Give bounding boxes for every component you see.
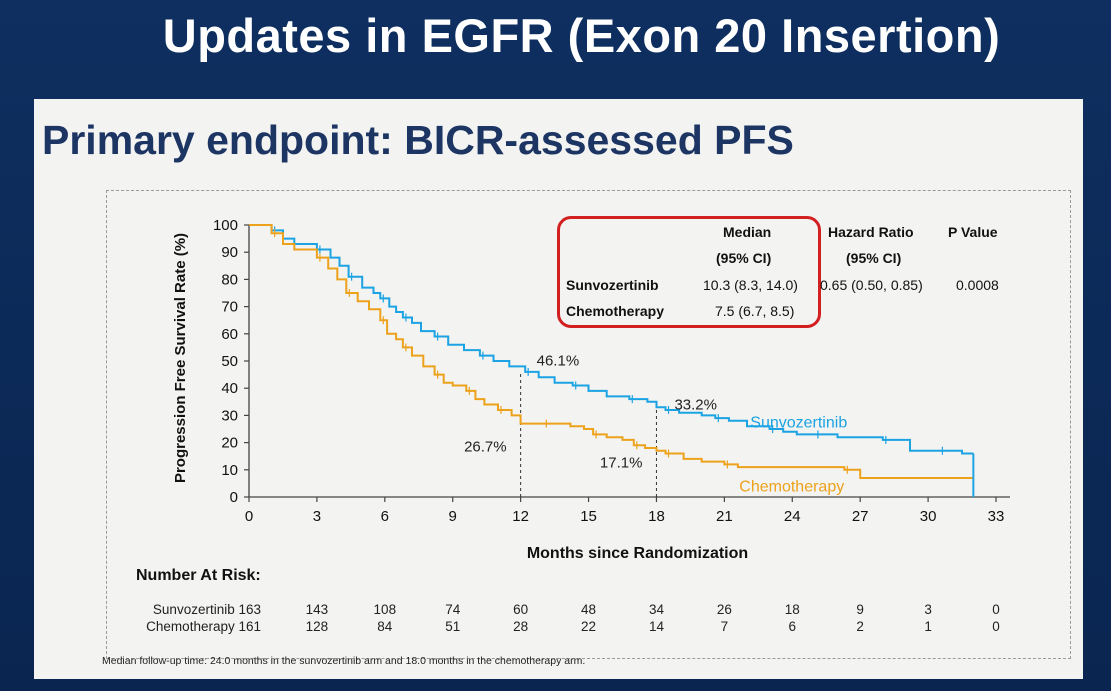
series-label: Chemotherapy <box>739 479 844 496</box>
risk-row-label: Chemotherapy 161 <box>146 619 261 634</box>
km-chart: 0 3 6 9 12 15 18 21 24 27 30 33 0 10 20 30 40 50 60 70 80 90 1… <box>172 217 1010 562</box>
y-tick-label: 40 <box>221 380 238 397</box>
x-tick-label: 27 <box>852 508 869 525</box>
risk-cell: 1 <box>924 619 932 634</box>
risk-cell: 108 <box>373 602 397 617</box>
x-tick-label: 3 <box>313 508 321 525</box>
hazard-ratio-ci-header: (95% CI) <box>846 250 902 266</box>
y-tick-label: 70 <box>221 299 238 316</box>
x-tick-label: 30 <box>920 508 937 525</box>
table-row-median: 10.3 (8.3, 14.0) <box>703 277 798 293</box>
table-row-arm: Chemotherapy <box>566 303 665 319</box>
risk-cell: 22 <box>581 619 597 634</box>
landmark-annotation: 26.7% <box>464 438 507 455</box>
median-highlight-box <box>557 216 821 328</box>
y-tick-label: 100 <box>213 217 238 234</box>
slide-panel: Primary endpoint: BICR-assessed PFS 0 3 6 9… <box>34 99 1083 679</box>
x-axis-label: Months since Randomization <box>527 545 748 562</box>
p-value-header: P Value <box>948 224 998 240</box>
y-axis-label: Progression Free Survival Rate (%) <box>172 233 189 483</box>
landmark-annotation: 46.1% <box>537 353 580 370</box>
y-tick-label: 60 <box>221 326 238 343</box>
risk-cell: 2 <box>856 619 864 634</box>
number-at-risk-title: Number At Risk: <box>136 567 261 584</box>
risk-row-label: Sunvozertinib 163 <box>152 602 261 617</box>
risk-cell: 7 <box>720 619 729 634</box>
table-row-arm: Sunvozertinib <box>566 277 659 293</box>
y-tick-label: 80 <box>221 271 238 288</box>
slide-title: Primary endpoint: BICR-assessed PFS <box>42 117 794 163</box>
chart-frame <box>106 190 1071 659</box>
y-tick-label: 30 <box>221 407 238 424</box>
y-tick-label: 20 <box>221 435 238 452</box>
x-tick-label: 6 <box>381 508 389 525</box>
x-tick-label: 18 <box>648 508 665 525</box>
risk-cell: 0 <box>992 619 1000 634</box>
risk-cell: 48 <box>581 602 597 617</box>
risk-cell: 28 <box>513 619 529 634</box>
x-tick-label: 9 <box>449 508 457 525</box>
risk-cell: 3 <box>924 602 932 617</box>
km-curve-chemotherapy <box>249 224 974 479</box>
hazard-ratio-header: Hazard Ratio <box>828 224 914 240</box>
x-tick-label: 15 <box>580 508 597 525</box>
y-tick-label: 90 <box>221 244 238 261</box>
risk-cell: 128 <box>305 619 329 634</box>
risk-cell: 26 <box>716 602 732 617</box>
table-row-p: 0.0008 <box>956 277 999 293</box>
landmark-annotation: 17.1% <box>600 454 643 471</box>
km-curve-sunvozertinib <box>249 224 974 455</box>
risk-cell: 34 <box>648 602 664 617</box>
deck-title: Updates in EGFR (Exon 20 Insertion) <box>162 9 1001 62</box>
risk-cell: 14 <box>648 619 664 634</box>
median-ci-header: (95% CI) <box>716 250 772 266</box>
x-tick-label: 24 <box>784 508 801 525</box>
table-row-median: 7.5 (6.7, 8.5) <box>715 303 795 319</box>
risk-cell: 74 <box>445 602 461 617</box>
series-label: Sunvozertinib <box>750 415 847 432</box>
risk-cell: 84 <box>377 619 393 634</box>
y-tick-label: 50 <box>221 353 238 370</box>
risk-cell: 9 <box>856 602 864 617</box>
y-tick-label: 10 <box>221 462 238 479</box>
x-tick-label: 12 <box>512 508 529 525</box>
risk-cell: 60 <box>513 602 529 617</box>
risk-cell: 143 <box>305 602 329 617</box>
risk-cell: 6 <box>788 619 797 634</box>
x-tick-label: 33 <box>988 508 1005 525</box>
risk-cell: 0 <box>992 602 1000 617</box>
risk-cell: 51 <box>445 619 461 634</box>
risk-cell: 18 <box>784 602 800 617</box>
table-row-hr: 0.65 (0.50, 0.85) <box>820 277 923 293</box>
landmark-annotation: 33.2% <box>674 397 717 414</box>
x-tick-label: 0 <box>245 508 253 525</box>
x-tick-label: 21 <box>716 508 733 525</box>
y-tick-label: 0 <box>230 489 238 506</box>
footnote: Median follow-up time: 24.0 months in th… <box>102 655 586 667</box>
median-header: Median <box>723 224 772 240</box>
